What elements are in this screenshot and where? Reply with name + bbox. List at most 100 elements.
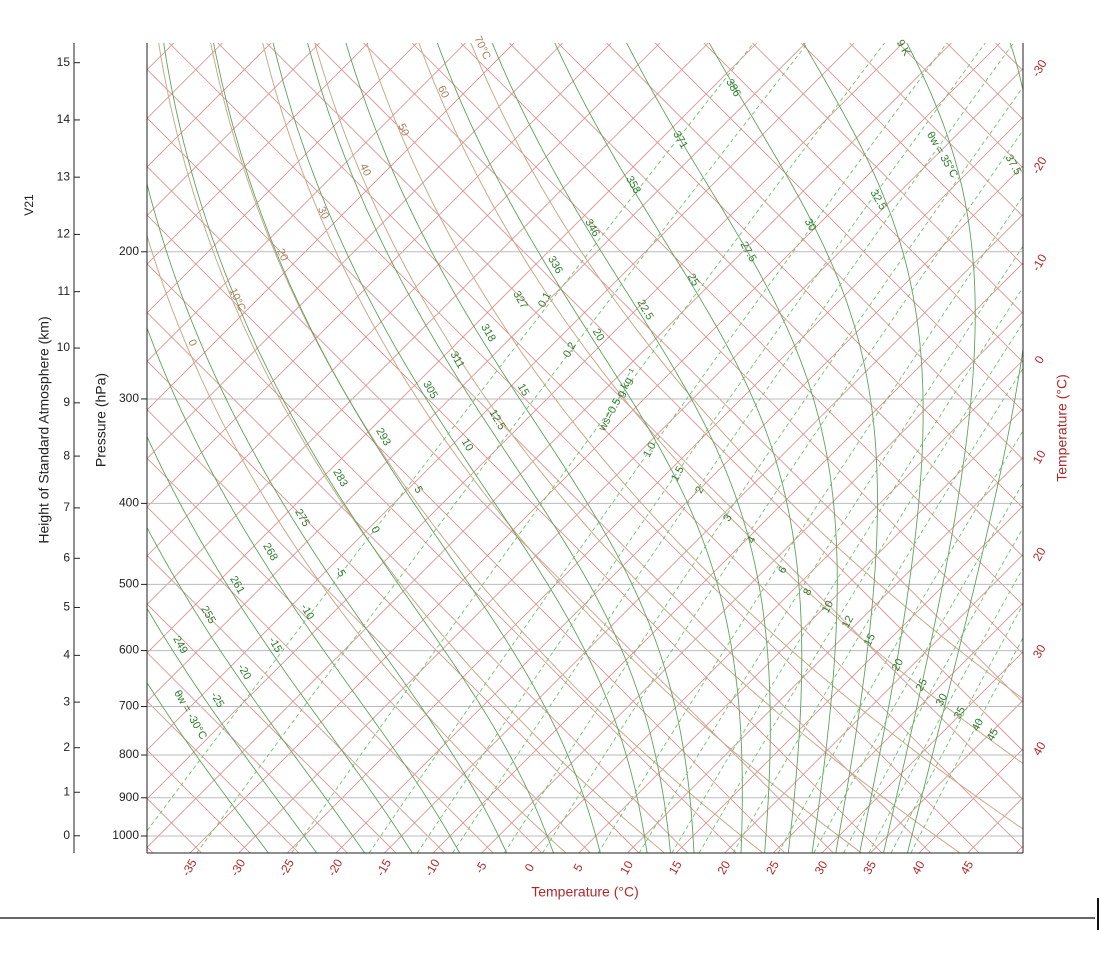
theta-e-label: 311 (447, 349, 466, 370)
height-tick-label: 3 (63, 694, 70, 708)
isotherm (93, 43, 903, 853)
pressure-tick-label: 600 (119, 643, 139, 657)
right-tick-label: 10 (1030, 447, 1049, 466)
mixing-ratio-label: 45 (985, 727, 1001, 743)
theta-e-label: 346 (582, 217, 602, 239)
mixing-ratio-label: 1.0 (641, 440, 659, 459)
mixing-ratio-line (369, 32, 955, 853)
pressure-tick-label: 400 (119, 496, 139, 510)
height-tick-label: 0 (63, 828, 70, 842)
height-axis-title: Height of Standard Atmosphere (km) (36, 316, 52, 543)
isotherm (0, 43, 563, 853)
theta-e-label: 371 (670, 129, 690, 151)
moist-adiabat-label: -15 (266, 635, 284, 655)
dry-adiabat (105, 32, 566, 853)
mixing-ratio-label: 35 (952, 705, 968, 721)
right-tick-label: -30 (1029, 57, 1050, 79)
pressure-tick-label: 800 (119, 747, 139, 761)
mixing-ratio-line (197, 32, 817, 853)
height-tick-label: 6 (63, 550, 70, 564)
moist-adiabat-label: 32.5 (868, 188, 889, 213)
moist-adiabat (265, 7, 647, 853)
theta-e-label: 9 K (894, 38, 913, 59)
pressure-tick-label: 200 (119, 244, 139, 258)
dry-adiabat-label: 50 (395, 122, 411, 138)
pressure-tick-label: 300 (119, 391, 139, 405)
bottom-tick-label: 35 (860, 858, 879, 877)
mixing-ratio-label: 15 (862, 632, 878, 648)
right-axis-title: Temperature (°C) (1054, 374, 1070, 482)
bottom-tick-label: 0 (522, 861, 538, 874)
bottom-tick-label: 25 (763, 858, 782, 877)
moist-adiabat-label: 5 (411, 484, 424, 495)
moist-adiabat-label: 20 (590, 327, 607, 344)
bottom-tick-label: -15 (373, 856, 394, 878)
moist-adiabat (336, 7, 694, 853)
dry-adiabat-label: 10°C (226, 286, 247, 313)
height-tick-label: 4 (63, 648, 70, 662)
moist-adiabat-label: 25 (685, 272, 702, 289)
cross-line (0, 43, 153, 853)
cross-line (1044, 43, 1100, 853)
isotherm (190, 43, 1000, 853)
theta-e-label: 336 (545, 254, 565, 276)
height-tick-label: 15 (57, 55, 71, 69)
height-tick-label: 13 (57, 169, 71, 183)
dry-adiabat-label: 0 (185, 338, 198, 349)
isotherm (773, 43, 1100, 853)
right-tick-label: 0 (1032, 353, 1048, 366)
theta-e-label: 358 (623, 174, 643, 196)
mixing-ratio-label: 0.1 (536, 290, 554, 309)
theta-e-label: 318 (478, 322, 498, 344)
isotherm (1065, 43, 1100, 853)
right-tick-label: 20 (1030, 545, 1049, 564)
dry-adiabat-label: 70°C (471, 34, 492, 61)
theta-e-label: 261 (227, 574, 247, 596)
pressure-axis-title: Pressure (hPa) (93, 373, 109, 467)
mixing-ratio-label: 0.2 (561, 340, 579, 359)
height-tick-label: 10 (57, 340, 71, 354)
isotherm (141, 43, 951, 853)
bottom-tick-label: 15 (666, 858, 685, 877)
moist-adiabat (425, 7, 742, 853)
isotherm (0, 43, 28, 853)
bottom-tick-label: 5 (570, 861, 586, 874)
bottom-tick-label: -10 (422, 856, 443, 878)
height-tick-label: 11 (58, 284, 71, 298)
height-tick-label: 8 (63, 448, 70, 462)
cross-line (169, 43, 979, 853)
cross-line (0, 43, 7, 853)
isotherm (0, 43, 806, 853)
bottom-tick-label: -5 (472, 859, 490, 876)
cross-line (218, 43, 1028, 853)
bottom-tick-label: -20 (325, 856, 346, 878)
moist-adiabat (478, 7, 770, 853)
bottom-tick-label: -25 (276, 856, 297, 878)
right-tick-label: 40 (1030, 739, 1049, 758)
height-tick-label: 7 (63, 500, 70, 514)
height-tick-label: 2 (63, 740, 70, 754)
mixing-ratio-label: 4 (745, 534, 758, 545)
pressure-tick-label: 500 (119, 577, 139, 591)
height-tick-label: 9 (63, 395, 70, 409)
isotherm (0, 43, 368, 853)
moist-adiabat-label: -20 (235, 662, 253, 682)
theta-e-label: 327 (510, 289, 530, 311)
height-tick-label: 5 (63, 600, 70, 614)
dry-adiabat (466, 32, 1100, 853)
isotherm (627, 43, 1100, 853)
bottom-tick-label: -30 (227, 856, 248, 878)
isotherm (0, 43, 222, 853)
bottom-tick-label: -35 (179, 856, 200, 878)
bottom-tick-label: 30 (812, 858, 831, 877)
cross-line (0, 43, 542, 853)
cross-line (1093, 43, 1100, 853)
bottom-tick-label: 10 (617, 858, 636, 877)
dry-adiabat-label: 40 (357, 162, 373, 178)
right-tick-label: -10 (1029, 251, 1050, 273)
mixing-ratio-label: 10 (820, 599, 836, 615)
bottom-tick-label: 45 (957, 858, 976, 877)
bottom-axis-title: Temperature (°C) (531, 884, 639, 900)
moist-adiabat-label: -10 (298, 602, 316, 622)
